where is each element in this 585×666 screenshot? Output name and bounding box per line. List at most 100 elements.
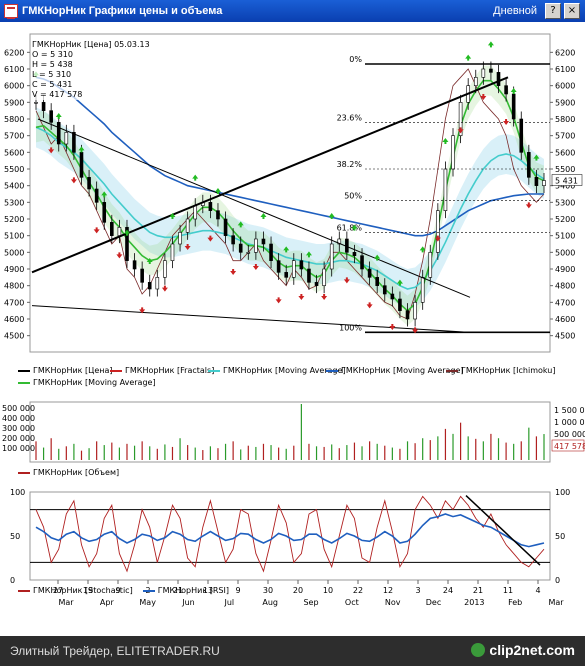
oscillator-tick-right: 50 xyxy=(555,532,565,541)
fib-level-label: 50% xyxy=(344,192,362,201)
ichimoku-cloud-lower xyxy=(36,65,544,326)
fractal-down-marker xyxy=(161,285,168,292)
price-candle xyxy=(276,260,281,273)
price-candle xyxy=(337,238,342,245)
x-month-label: Aug xyxy=(262,598,278,607)
price-candle xyxy=(216,210,220,220)
price-candle xyxy=(443,168,448,211)
price-candle xyxy=(140,268,144,283)
legend-item-ma-2: ГМКНорНик [Moving Average] xyxy=(326,366,464,375)
price-pane: 0% 23.6% 38.2% 50% 61.8% 100% 6200 6200 6100 610… xyxy=(0,22,585,398)
volume-last-badge xyxy=(551,439,585,452)
y-tick-label-left: 5500 xyxy=(4,165,24,174)
x-month-label: Sep xyxy=(303,598,318,607)
window-title: ГМКНорНик Графики цены и объема xyxy=(22,5,223,17)
price-candle xyxy=(496,72,501,86)
price-candle xyxy=(390,293,395,300)
price-candle xyxy=(64,132,69,145)
y-tick-label-left: 5100 xyxy=(4,232,24,241)
fractal-down-marker xyxy=(503,119,510,125)
price-candle xyxy=(178,232,182,245)
y-tick-label-right: 5300 xyxy=(555,198,575,207)
y-tick-label-right: 5200 xyxy=(555,215,575,224)
price-candle xyxy=(352,252,357,256)
fib-level-label: 0% xyxy=(349,55,362,64)
price-candle xyxy=(147,282,152,290)
fractal-up-marker xyxy=(146,258,153,264)
fractal-down-marker xyxy=(70,177,77,184)
price-info-low: L = 5 310 xyxy=(32,70,72,79)
price-candle xyxy=(398,298,402,311)
volume-legend: ГМКНорНик [Объем] xyxy=(18,468,119,477)
footer-text: Элитный Трейдер, ELITETRADER.RU xyxy=(10,644,220,658)
fractal-up-marker xyxy=(487,41,494,48)
fractal-up-marker xyxy=(419,246,426,253)
price-candle xyxy=(451,135,455,170)
price-candle xyxy=(291,260,296,278)
price-candle xyxy=(34,102,38,104)
x-month-label: May xyxy=(139,598,156,607)
price-candle xyxy=(72,132,76,153)
period-label: Дневной xyxy=(493,5,537,17)
help-button[interactable]: ? xyxy=(545,3,561,19)
fractal-up-marker xyxy=(442,138,449,144)
price-candle xyxy=(519,118,524,153)
trend-line-down xyxy=(37,118,471,298)
price-candle xyxy=(79,152,84,178)
fractal-up-marker xyxy=(396,279,403,286)
price-info-header: ГМКНорНик [Цена] 05.03.13 xyxy=(32,40,150,49)
y-tick-label-left: 5700 xyxy=(4,132,24,141)
volume-tick-left: 100 000 xyxy=(2,444,35,453)
ichimoku-cloud xyxy=(36,107,544,309)
y-tick-label-left: 4700 xyxy=(4,298,24,307)
x-day-label: 30 xyxy=(263,586,273,595)
price-candle xyxy=(307,268,311,283)
x-day-label: 3 xyxy=(415,586,420,595)
price-candle xyxy=(41,102,46,111)
x-month-label: Apr xyxy=(100,598,115,607)
fractal-down-marker xyxy=(116,252,123,259)
close-button[interactable]: × xyxy=(564,3,580,19)
indicator-line xyxy=(35,126,545,290)
y-tick-label-left: 5800 xyxy=(4,115,24,124)
window-titlebar: ГМКНорНик Графики цены и объема Дневной … xyxy=(0,0,585,22)
volume-pane: 500 000 400 000 300 000 200 000 100 000 1 500… xyxy=(0,398,585,484)
y-tick-label-right: 5500 xyxy=(555,165,575,174)
y-tick-label-left: 5300 xyxy=(4,198,24,207)
indicator-line xyxy=(35,68,545,320)
price-candle xyxy=(375,277,379,286)
fractal-down-marker xyxy=(457,127,464,134)
fractal-up-marker xyxy=(305,251,312,258)
price-candle xyxy=(329,243,334,270)
price-frame xyxy=(29,33,551,353)
y-tick-label-right: 5000 xyxy=(555,248,575,257)
price-candle xyxy=(49,110,53,123)
fractal-down-marker xyxy=(480,94,487,100)
price-candle xyxy=(458,102,463,136)
price-info-open: O = 5 310 xyxy=(32,50,73,59)
fractal-up-marker xyxy=(283,246,290,253)
price-candle xyxy=(185,218,190,233)
x-month-label: Dec xyxy=(426,598,441,607)
oscillator-line xyxy=(35,495,545,573)
fractal-down-marker xyxy=(252,264,259,270)
x-day-label: 4 xyxy=(535,586,540,595)
brand-logo: clip2net.com xyxy=(471,642,575,658)
fractal-up-marker xyxy=(101,191,108,198)
y-tick-label-right: 5600 xyxy=(555,148,575,157)
legend-item-ma-1: ГМКНорНик [Moving Average] xyxy=(208,366,346,375)
fractal-up-marker xyxy=(533,154,540,161)
rsi-legend-label: ГМКНорНик [RSI] xyxy=(157,586,229,595)
price-candle xyxy=(254,238,258,253)
x-day-label: 27 xyxy=(53,586,63,595)
trend-line-support xyxy=(31,305,471,333)
price-candle xyxy=(314,282,319,286)
x-month-label: Jun xyxy=(181,598,195,607)
last-price-badge xyxy=(551,174,583,186)
price-candle xyxy=(405,310,410,320)
x-month-label: Oct xyxy=(345,598,359,607)
legend-ichimoku-label: ГМКНорНик [Ichimoku] xyxy=(461,366,556,375)
price-candle xyxy=(382,285,387,295)
